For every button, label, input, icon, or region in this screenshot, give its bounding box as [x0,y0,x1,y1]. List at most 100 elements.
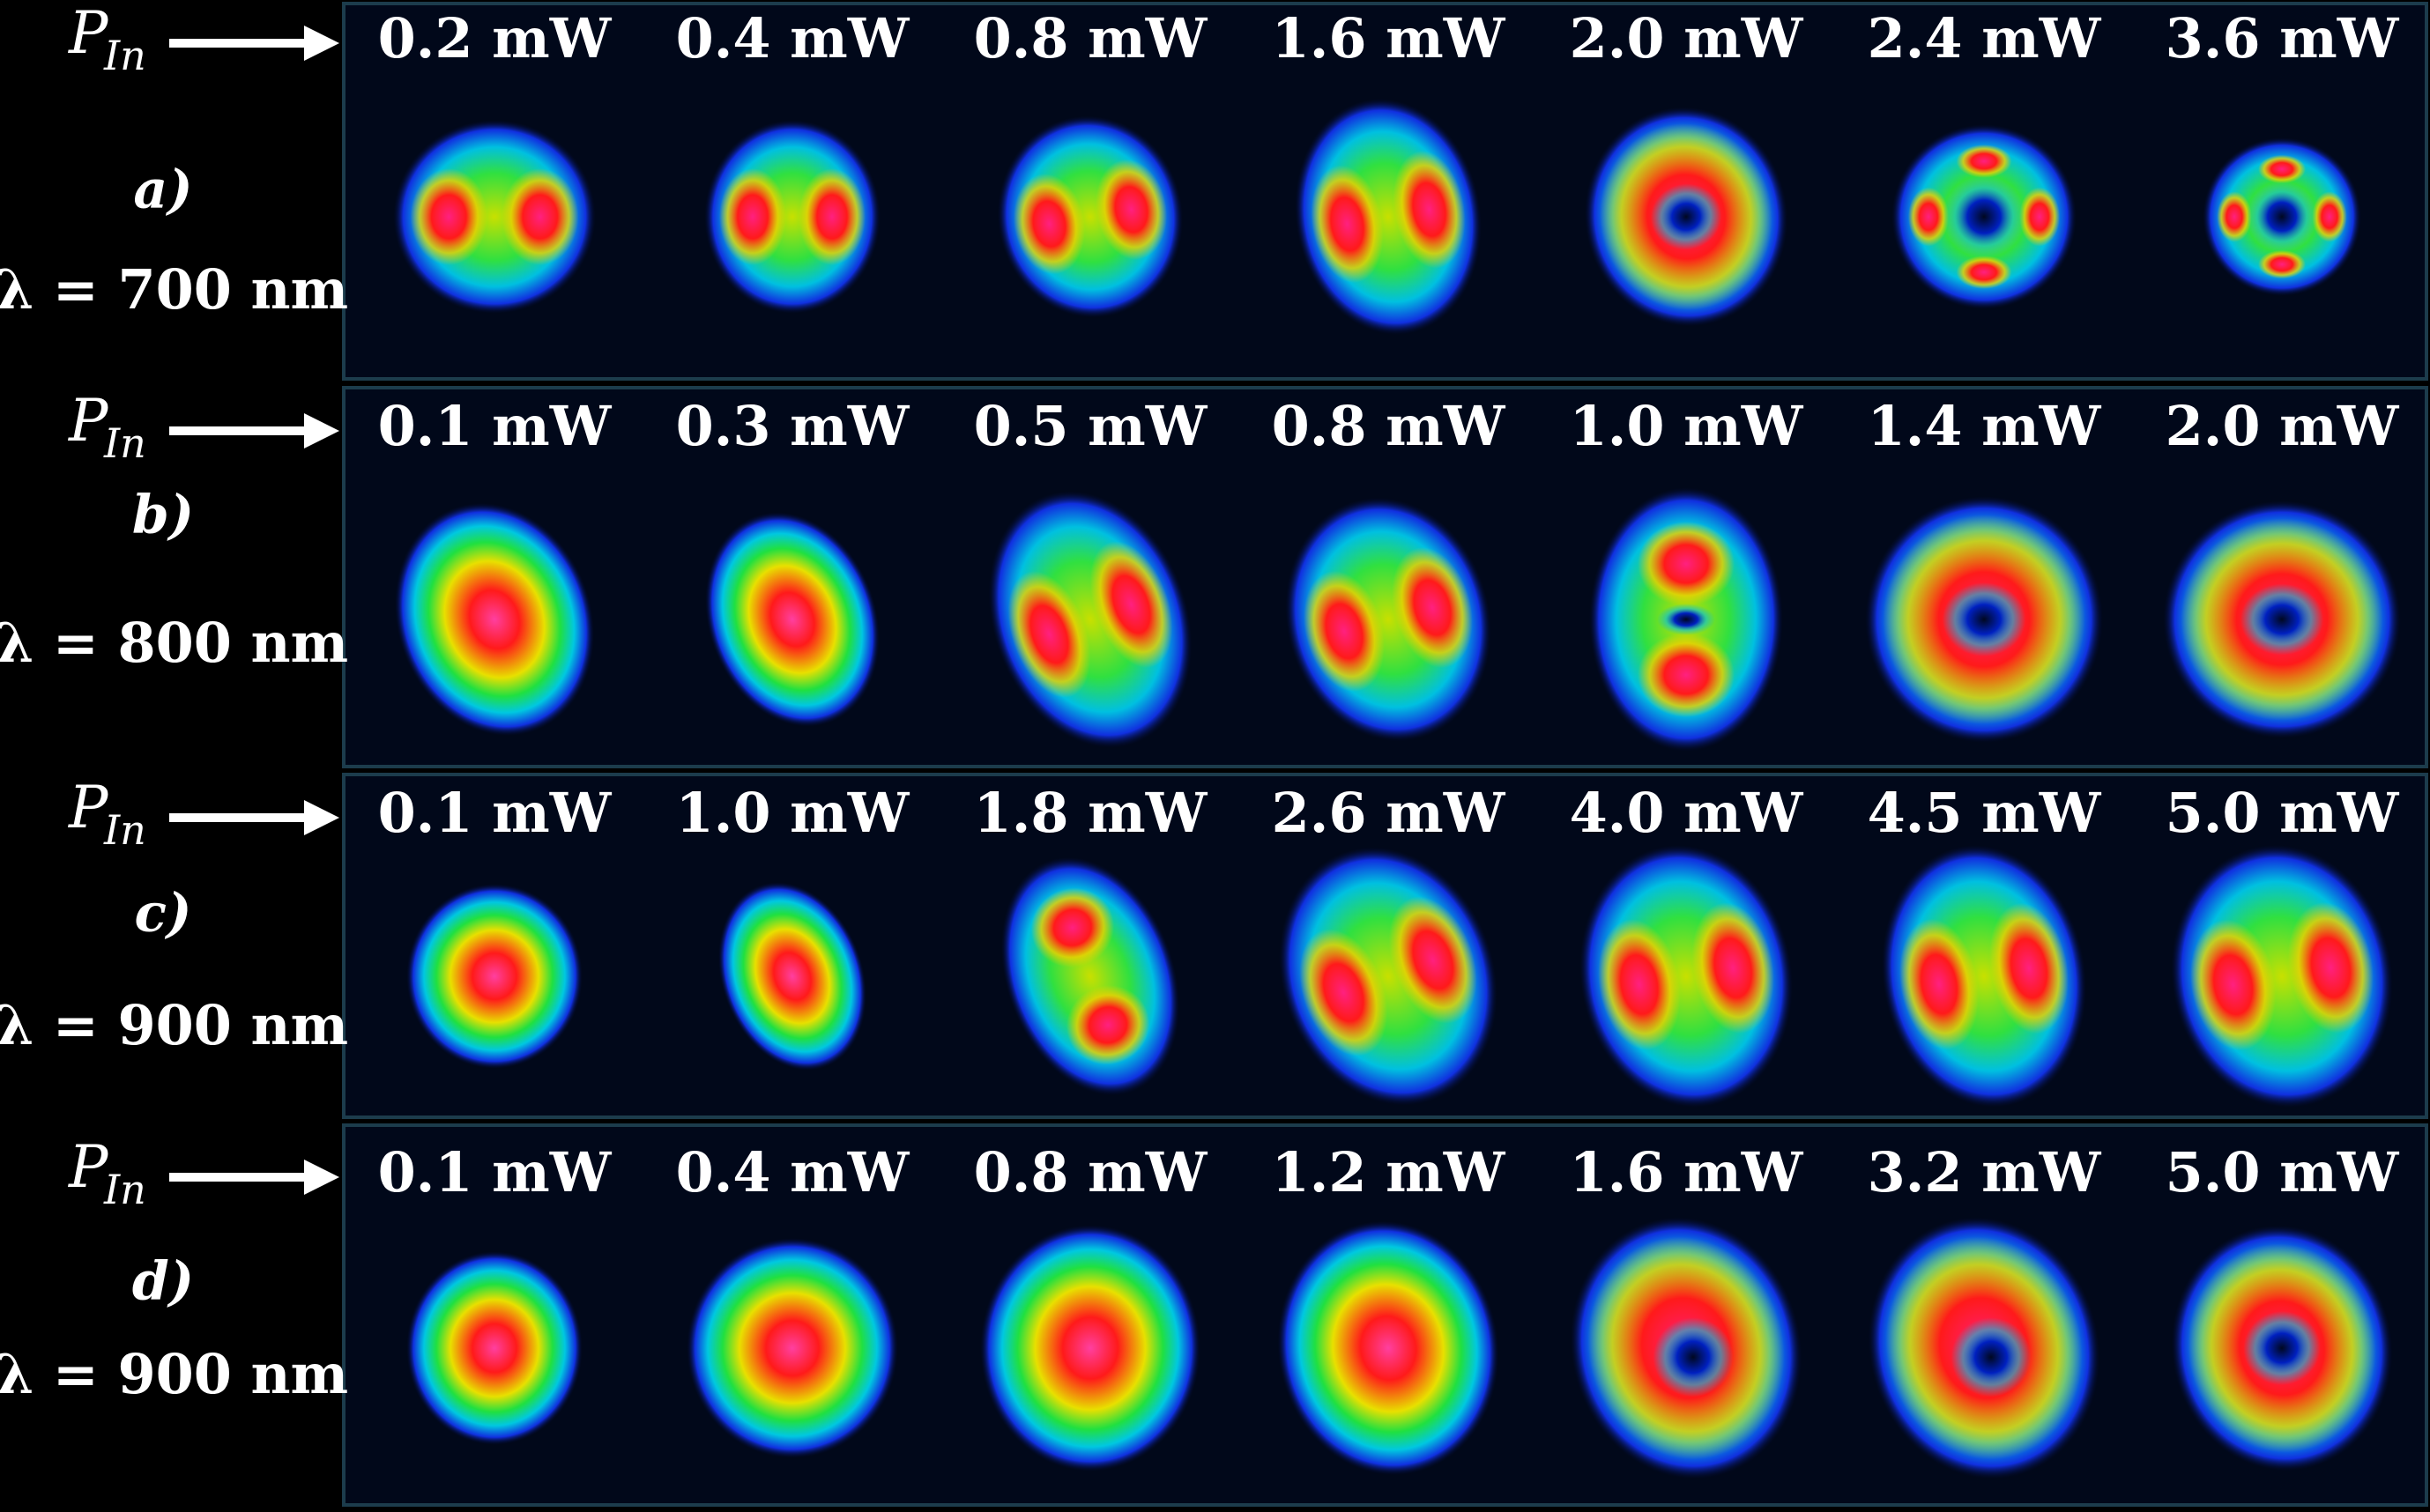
beam-profile [1589,487,1783,752]
beam-profile [1279,847,1497,1106]
power-label: 0.4 mW [676,1140,910,1204]
beam-profile [1584,107,1788,327]
power-label: 0.1 mW [378,781,613,845]
power-label: 0.4 mW [676,6,910,70]
power-label: 0.8 mW [1272,394,1506,458]
arrow-head [304,800,339,835]
beam-profile [2163,500,2401,738]
hole [1951,1317,2032,1397]
beam-profile [1891,124,2077,309]
lobe [719,168,786,265]
lobe [502,168,579,265]
lobe [1638,633,1735,717]
power-label: 1.6 mW [1272,6,1506,70]
hole [1942,582,2026,656]
beam-profile [1570,1217,1802,1479]
lobe [2287,901,2374,1034]
lobe [2312,191,2347,242]
row-label: b) [132,485,194,546]
beam [687,1238,898,1458]
hole [2246,181,2318,253]
lobe [1691,902,1774,1034]
hole [1650,183,1722,250]
lobe [799,168,866,265]
lobe [1956,256,2012,289]
beam-profile [704,120,881,314]
beam-profile [1579,844,1794,1108]
beam-profile [1277,1220,1499,1476]
beam-profile [1865,496,2103,743]
beams [393,98,2401,1479]
hole [1653,1317,1734,1397]
power-label: 1.8 mW [974,781,1208,845]
hole [1657,604,1715,635]
power-label: 2.4 mW [1868,6,2102,70]
power-label: 0.2 mW [378,6,613,70]
lobe [1388,896,1477,1024]
lobe [1030,887,1115,967]
power-label: 2.0 mW [1570,6,1804,70]
power-subscript: In [103,1166,146,1213]
row-label: c) [135,883,192,945]
power-label: 1.6 mW [1570,1140,1804,1204]
lobe [1956,145,2012,178]
power-label: 2.0 mW [2166,394,2400,458]
beam-profile [1868,1217,2100,1479]
power-symbol: P [68,0,109,67]
power-subscript: In [103,806,146,854]
lobe [1311,165,1384,284]
beam-profile [2171,844,2393,1108]
beam-profile [1000,856,1180,1096]
lobe [2258,249,2306,279]
row-label: a) [133,159,192,221]
beam-profile [1294,98,1483,336]
beam [1277,1220,1499,1476]
beam-profile [406,1251,583,1445]
beam [980,1225,1200,1471]
beam [394,502,595,737]
power-subscript: In [103,419,146,467]
wavelength: λ = 700 nm [0,257,348,322]
lobe [1013,174,1086,275]
power-label: 3.2 mW [1868,1140,2102,1204]
power-label: 1.4 mW [1868,394,2102,458]
power-label: 0.8 mW [974,6,1208,70]
power-label: 0.1 mW [378,394,613,458]
beam-profile [1881,844,2087,1108]
wavelength: λ = 900 nm [0,993,348,1057]
power-label: 2.6 mW [1272,781,1506,845]
power-label: 0.3 mW [676,394,910,458]
beam-profile [988,491,1193,748]
beam-profile [717,882,867,1071]
lobe [410,168,487,265]
lobe [1393,150,1466,269]
power-label: 0.5 mW [974,394,1208,458]
lobe [1899,918,1979,1050]
lobe [1638,522,1735,606]
power-label: 1.0 mW [1570,394,1804,458]
power-label: 3.6 mW [2166,6,2400,70]
power-symbol: P [68,387,109,455]
beam [705,512,880,727]
lobe [1392,547,1473,669]
wavelength: λ = 900 nm [0,1342,348,1406]
beam-profile [2171,1225,2393,1471]
power-label: 4.5 mW [1868,781,2102,845]
beam-profile [687,1238,898,1458]
lobe [2018,187,2061,247]
lobe [1007,571,1091,698]
lobe [1095,159,1168,260]
beam-profile [2203,137,2361,296]
lobe [2190,919,2277,1051]
beam-profile [705,512,880,727]
arrow-head [304,1160,339,1195]
beam-profile [406,884,583,1069]
lobe [1089,541,1173,668]
beam [406,884,583,1069]
power-label: 0.8 mW [974,1140,1208,1204]
beam-profile [394,502,595,737]
beam-profile [997,115,1184,318]
power-label: 0.1 mW [378,1140,613,1204]
